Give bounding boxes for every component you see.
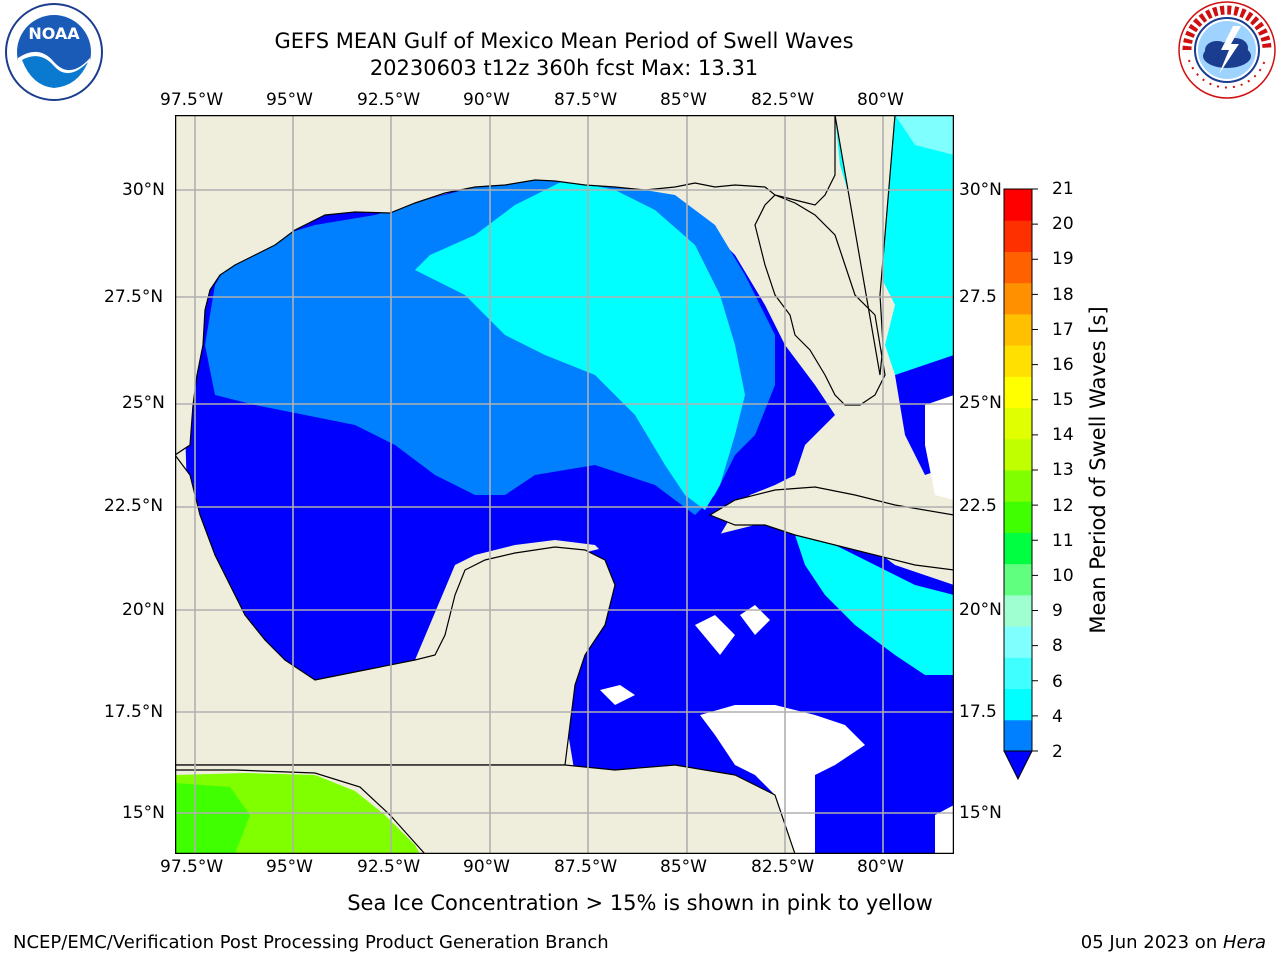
colorbar-tick: 12 bbox=[1052, 496, 1074, 516]
lat-tick-right: 17.5 bbox=[959, 702, 997, 722]
colorbar bbox=[1000, 185, 1040, 785]
colorbar-tick: 10 bbox=[1052, 566, 1074, 586]
lon-tick-top: 92.5°W bbox=[357, 90, 421, 110]
colorbar-extend-arrow bbox=[1003, 750, 1033, 781]
lon-tick-top: 85°W bbox=[660, 90, 707, 110]
lat-tick-left: 30°N bbox=[122, 180, 165, 200]
caribbean-swell-light bbox=[795, 535, 954, 675]
colorbar-label: Mean Period of Swell Waves [s] bbox=[1086, 306, 1110, 634]
colorbar-swatch bbox=[1004, 438, 1032, 471]
colorbar-swatches bbox=[1003, 188, 1038, 781]
lat-tick-left: 25°N bbox=[122, 393, 165, 413]
lon-tick-bottom: 90°W bbox=[463, 857, 510, 877]
lat-tick-right: 27.5 bbox=[959, 287, 997, 307]
footer-date-text: 05 Jun 2023 on bbox=[1080, 932, 1223, 953]
colorbar-swatch bbox=[1004, 376, 1032, 409]
mexico-land bbox=[175, 454, 616, 766]
colorbar-tick: 17 bbox=[1052, 320, 1074, 340]
colorbar-swatch bbox=[1004, 220, 1032, 252]
lon-tick-top: 95°W bbox=[266, 90, 313, 110]
colorbar-tick: 8 bbox=[1052, 636, 1063, 656]
nws-logo bbox=[1177, 0, 1277, 100]
colorbar-swatch bbox=[1004, 189, 1032, 221]
gulf-swell-light bbox=[415, 180, 745, 510]
colorbar-swatch bbox=[1004, 532, 1032, 565]
lon-tick-bottom: 85°W bbox=[660, 857, 707, 877]
lat-tick-left: 20°N bbox=[122, 600, 165, 620]
sea-ice-caption: Sea Ice Concentration > 15% is shown in … bbox=[0, 891, 1280, 915]
colorbar-swatch bbox=[1004, 657, 1032, 690]
colorbar-swatch bbox=[1004, 626, 1032, 658]
nws-logo-icon bbox=[1178, 1, 1276, 99]
lon-tick-top: 80°W bbox=[857, 90, 904, 110]
noaa-logo-icon: NOAA bbox=[5, 3, 103, 101]
lon-tick-bottom: 82.5°W bbox=[751, 857, 815, 877]
lat-tick-left: 22.5°N bbox=[104, 496, 164, 516]
colorbar-swatch bbox=[1004, 688, 1032, 721]
colorbar-tick: 20 bbox=[1052, 214, 1074, 234]
lat-tick-right: 22.5 bbox=[959, 496, 997, 516]
noaa-logo: NOAA bbox=[4, 2, 104, 102]
lon-tick-top: 82.5°W bbox=[751, 90, 815, 110]
colorbar-swatch bbox=[1004, 501, 1032, 533]
map-canvas bbox=[174, 114, 955, 855]
colorbar-tick: 6 bbox=[1052, 672, 1063, 692]
map-panel bbox=[174, 114, 955, 855]
colorbar-swatch bbox=[1004, 313, 1032, 346]
no-data-patch bbox=[700, 705, 865, 854]
lat-tick-left: 27.5°N bbox=[104, 287, 164, 307]
lon-tick-bottom: 87.5°W bbox=[554, 857, 618, 877]
sea-ice-caption-text: Sea Ice Concentration > 15% is shown in … bbox=[347, 891, 933, 915]
chart-title: GEFS MEAN Gulf of Mexico Mean Period of … bbox=[274, 29, 854, 53]
lon-tick-top: 87.5°W bbox=[554, 90, 618, 110]
colorbar-swatch bbox=[1004, 251, 1032, 284]
footer-credit: NCEP/EMC/Verification Post Processing Pr… bbox=[13, 932, 609, 953]
footer-date: 05 Jun 2023 on Hera bbox=[1081, 932, 1266, 953]
colorbar-tick: 14 bbox=[1052, 425, 1074, 445]
colorbar-swatch bbox=[1004, 470, 1032, 502]
colorbar-swatch bbox=[1004, 345, 1032, 377]
colorbar-swatch bbox=[1004, 563, 1032, 596]
noaa-logo-text: NOAA bbox=[28, 24, 80, 43]
colorbar-tick: 15 bbox=[1052, 390, 1074, 410]
colorbar-swatch bbox=[1004, 594, 1032, 627]
colorbar-tick: 4 bbox=[1052, 707, 1063, 727]
colorbar-tick: 18 bbox=[1052, 285, 1074, 305]
map-gridlines bbox=[175, 115, 954, 854]
colorbar-tick: 13 bbox=[1052, 460, 1074, 480]
lat-tick-right: 15°N bbox=[959, 803, 1002, 823]
lat-tick-right: 20°N bbox=[959, 600, 1002, 620]
lon-tick-top: 97.5°W bbox=[160, 90, 224, 110]
colorbar-swatch bbox=[1004, 719, 1032, 752]
lon-tick-top: 90°W bbox=[463, 90, 510, 110]
lat-tick-left: 17.5°N bbox=[104, 702, 164, 722]
colorbar-tick: 16 bbox=[1052, 355, 1074, 375]
colorbar-swatch bbox=[1004, 282, 1032, 315]
colorbar-tick: 11 bbox=[1052, 531, 1074, 551]
colorbar-swatch bbox=[1004, 407, 1032, 440]
lon-tick-bottom: 97.5°W bbox=[160, 857, 224, 877]
map-frame bbox=[174, 114, 955, 855]
footer-machine: Hera bbox=[1222, 932, 1266, 953]
colorbar-tick: 9 bbox=[1052, 601, 1063, 621]
colorbar-tick: 2 bbox=[1052, 742, 1063, 762]
lat-tick-left: 15°N bbox=[122, 803, 165, 823]
lon-tick-bottom: 92.5°W bbox=[357, 857, 421, 877]
colorbar-tick: 21 bbox=[1052, 179, 1074, 199]
lon-tick-bottom: 95°W bbox=[266, 857, 313, 877]
lat-tick-right: 25°N bbox=[959, 393, 1002, 413]
colorbar-tick: 19 bbox=[1052, 249, 1074, 269]
chart-subtitle: 20230603 t12z 360h fcst Max: 13.31 bbox=[369, 56, 759, 80]
lon-tick-bottom: 80°W bbox=[857, 857, 904, 877]
lat-tick-right: 30°N bbox=[959, 180, 1002, 200]
